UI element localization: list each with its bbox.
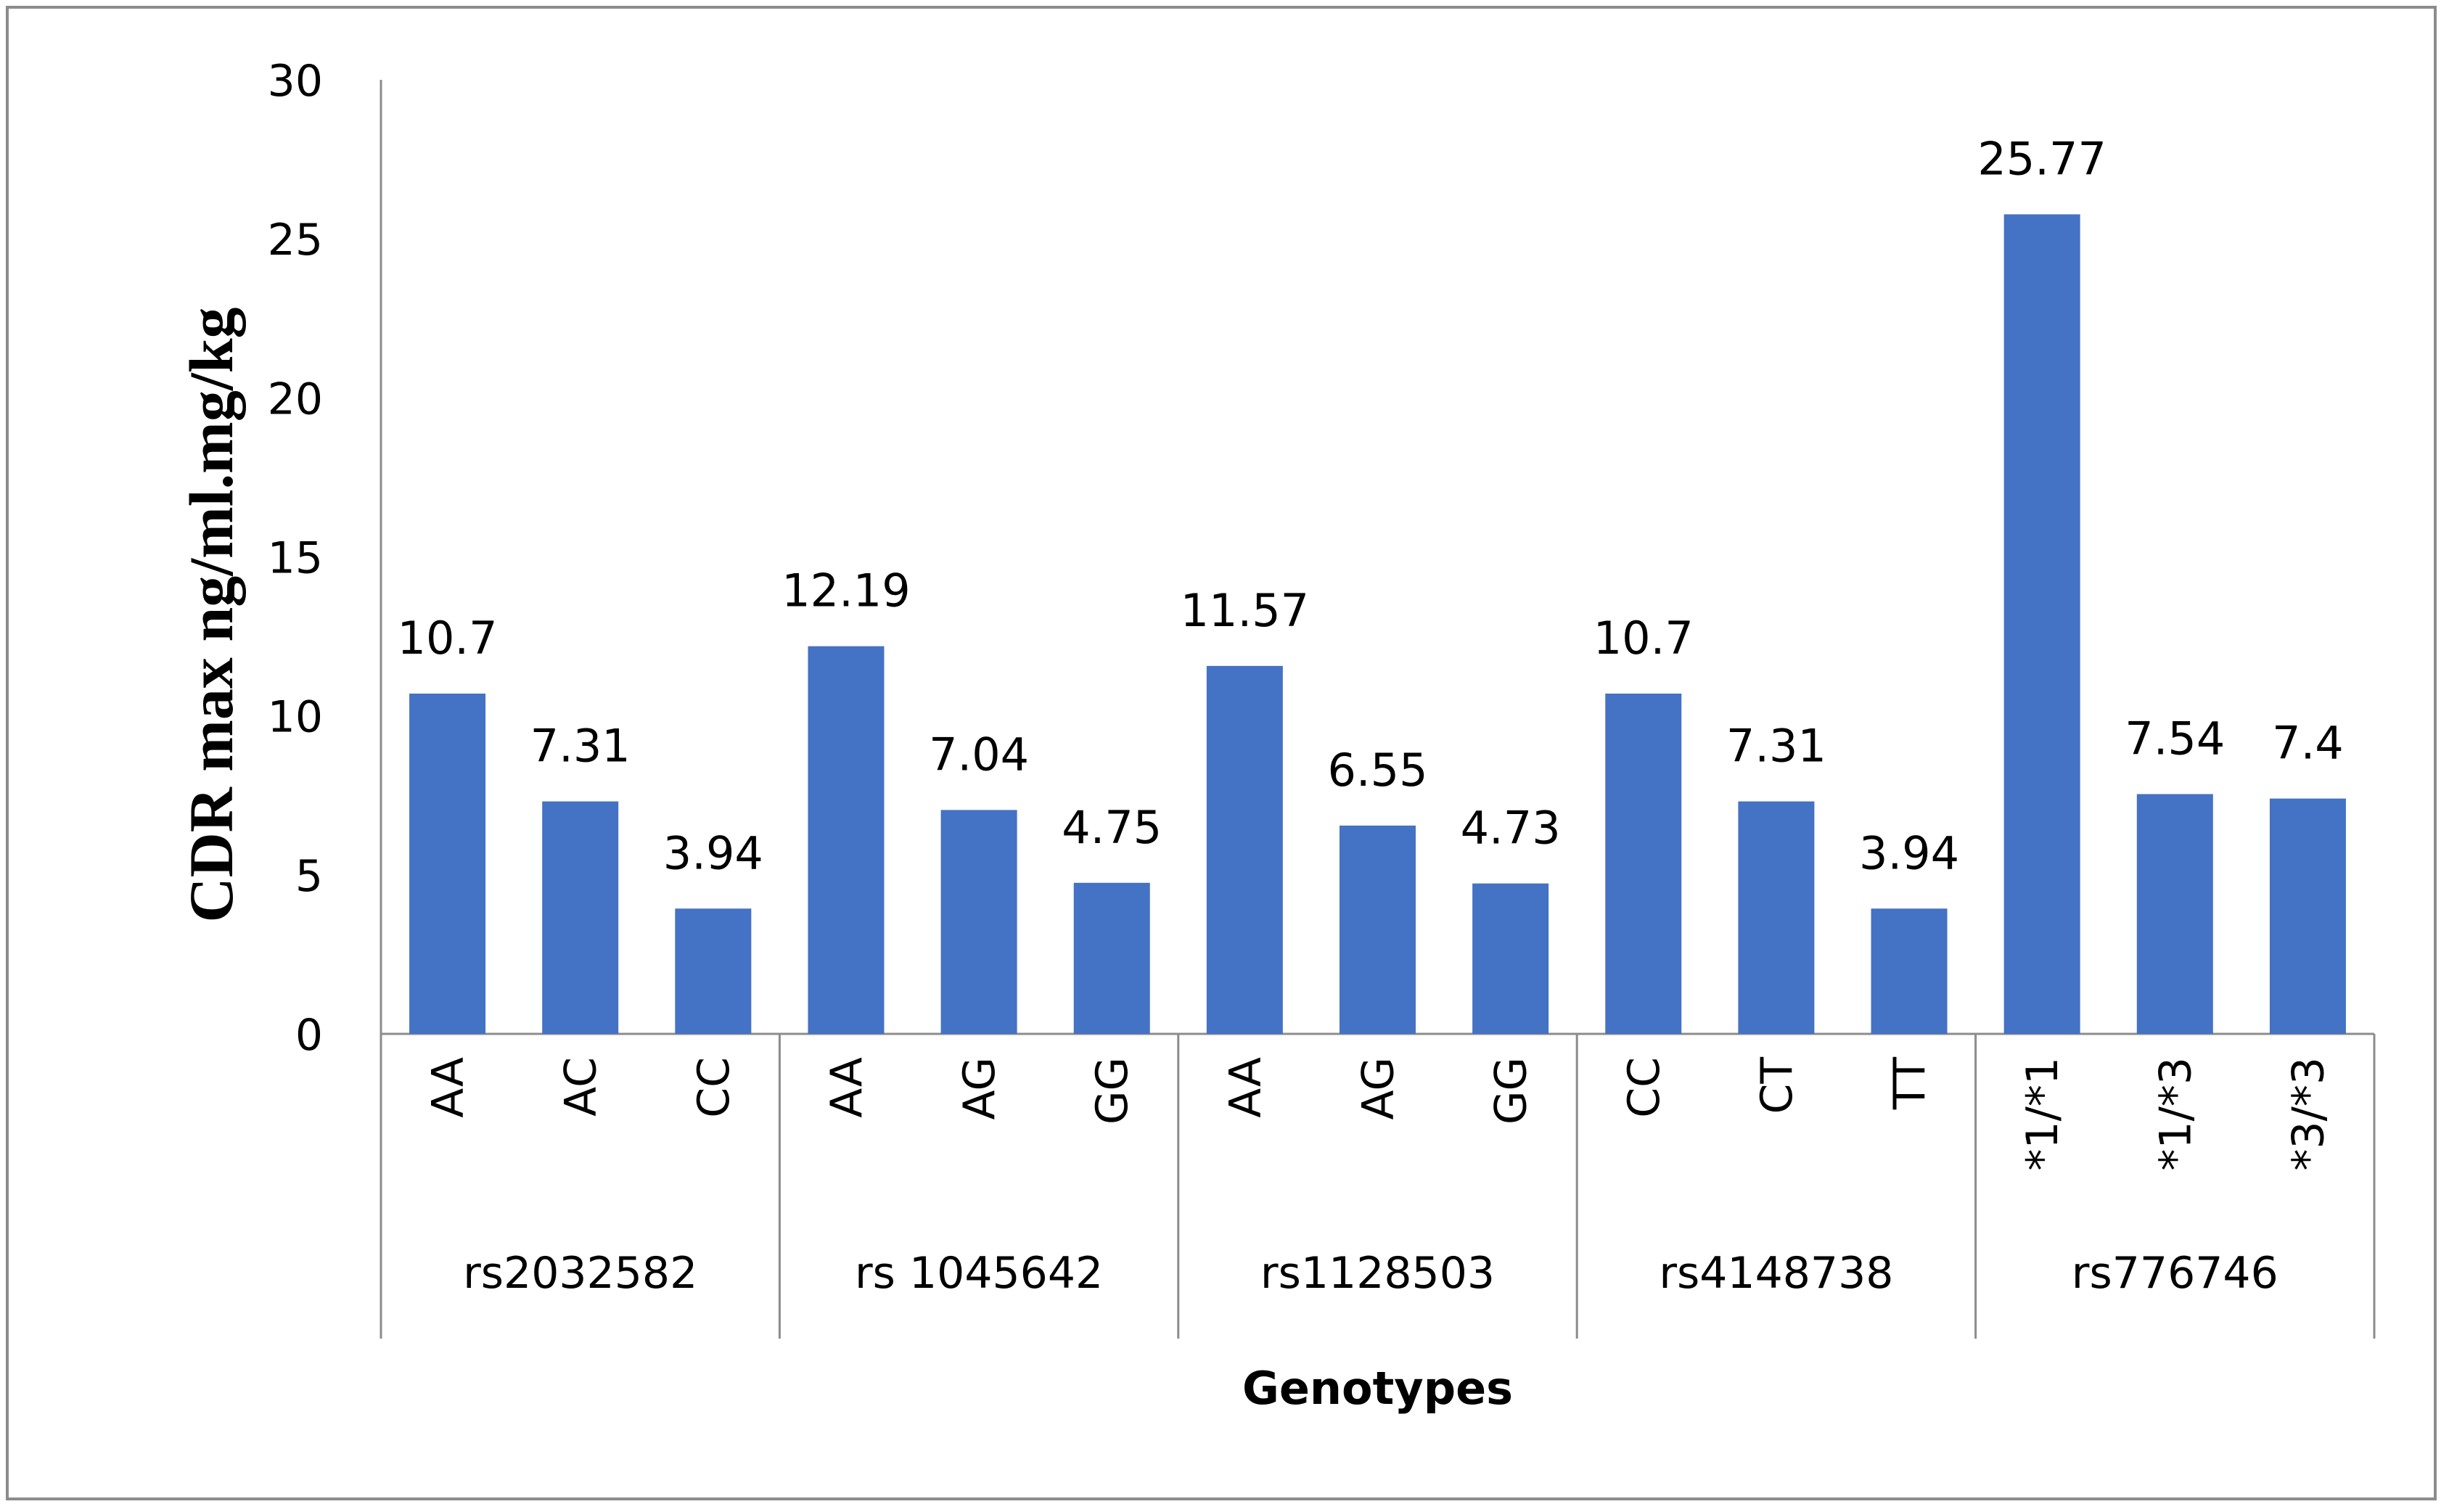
category-label-4-2: *3/*3 bbox=[2283, 1057, 2334, 1171]
y-tick-label-2: 10 bbox=[268, 692, 323, 743]
data-label-4-2: 7.4 bbox=[2272, 717, 2344, 770]
bar-0-0 bbox=[409, 693, 486, 1034]
category-label-0-1: AC bbox=[556, 1057, 607, 1117]
category-label-2-2: GG bbox=[1486, 1057, 1537, 1125]
y-axis-title: CDR max ng/ml.mg/kg bbox=[176, 307, 246, 922]
y-tick-label-6: 30 bbox=[268, 56, 323, 107]
category-label-3-1: CT bbox=[1752, 1057, 1802, 1114]
bar-3-1 bbox=[1738, 801, 1815, 1034]
data-label-2-2: 4.73 bbox=[1461, 802, 1561, 855]
bar-2-0 bbox=[1206, 665, 1283, 1034]
group-label-2: rs1128503 bbox=[1260, 1248, 1495, 1299]
category-label-0-0: AA bbox=[423, 1057, 474, 1118]
bar-1-2 bbox=[1073, 882, 1150, 1034]
bar-3-0 bbox=[1605, 693, 1682, 1034]
group-label-4: rs776746 bbox=[2072, 1248, 2278, 1299]
bar-1-0 bbox=[808, 646, 885, 1034]
y-tick-label-4: 20 bbox=[268, 374, 323, 424]
data-label-3-2: 3.94 bbox=[1859, 826, 1959, 879]
bar-2-1 bbox=[1340, 825, 1416, 1034]
category-label-2-0: AA bbox=[1220, 1057, 1271, 1118]
data-label-2-0: 11.57 bbox=[1181, 584, 1310, 637]
category-label-1-2: GG bbox=[1087, 1057, 1138, 1125]
y-tick-label-5: 25 bbox=[268, 215, 323, 266]
category-label-3-0: CC bbox=[1619, 1057, 1670, 1118]
data-label-4-0: 25.77 bbox=[1977, 132, 2107, 185]
data-label-0-1: 7.31 bbox=[530, 720, 631, 773]
data-label-1-1: 7.04 bbox=[929, 728, 1029, 781]
group-label-3: rs4148738 bbox=[1659, 1248, 1893, 1299]
bar-4-0 bbox=[2003, 214, 2080, 1034]
bar-4-2 bbox=[2269, 798, 2346, 1034]
data-label-1-0: 12.19 bbox=[782, 564, 911, 617]
data-label-3-1: 7.31 bbox=[1726, 720, 1826, 773]
category-label-3-2: TT bbox=[1884, 1057, 1935, 1111]
data-label-4-1: 7.54 bbox=[2125, 712, 2225, 765]
y-tick-label-1: 5 bbox=[295, 851, 323, 902]
data-label-0-2: 3.94 bbox=[663, 826, 763, 879]
group-label-0: rs2032582 bbox=[463, 1248, 697, 1299]
data-label-2-1: 6.55 bbox=[1327, 744, 1427, 797]
bar-1-1 bbox=[940, 810, 1017, 1034]
data-label-0-0: 10.7 bbox=[398, 612, 498, 665]
bar-2-2 bbox=[1472, 883, 1549, 1034]
y-tick-label-3: 15 bbox=[268, 533, 323, 584]
category-label-4-0: *1/*1 bbox=[2017, 1057, 2068, 1171]
category-label-0-2: CC bbox=[689, 1057, 739, 1118]
category-label-1-1: AG bbox=[954, 1057, 1005, 1119]
category-label-4-1: *1/*3 bbox=[2150, 1057, 2201, 1171]
bar-4-1 bbox=[2136, 794, 2213, 1034]
data-label-1-2: 4.75 bbox=[1062, 801, 1162, 854]
x-axis-title: Genotypes bbox=[1242, 1362, 1513, 1415]
bar-0-1 bbox=[542, 801, 619, 1034]
y-tick-label-0: 0 bbox=[295, 1010, 323, 1061]
category-label-1-0: AA bbox=[821, 1057, 872, 1118]
group-label-1: rs 1045642 bbox=[855, 1248, 1103, 1299]
data-label-3-0: 10.7 bbox=[1593, 612, 1694, 665]
category-label-2-1: AG bbox=[1353, 1057, 1404, 1119]
bar-0-2 bbox=[675, 908, 752, 1034]
bar-3-2 bbox=[1871, 908, 1948, 1034]
